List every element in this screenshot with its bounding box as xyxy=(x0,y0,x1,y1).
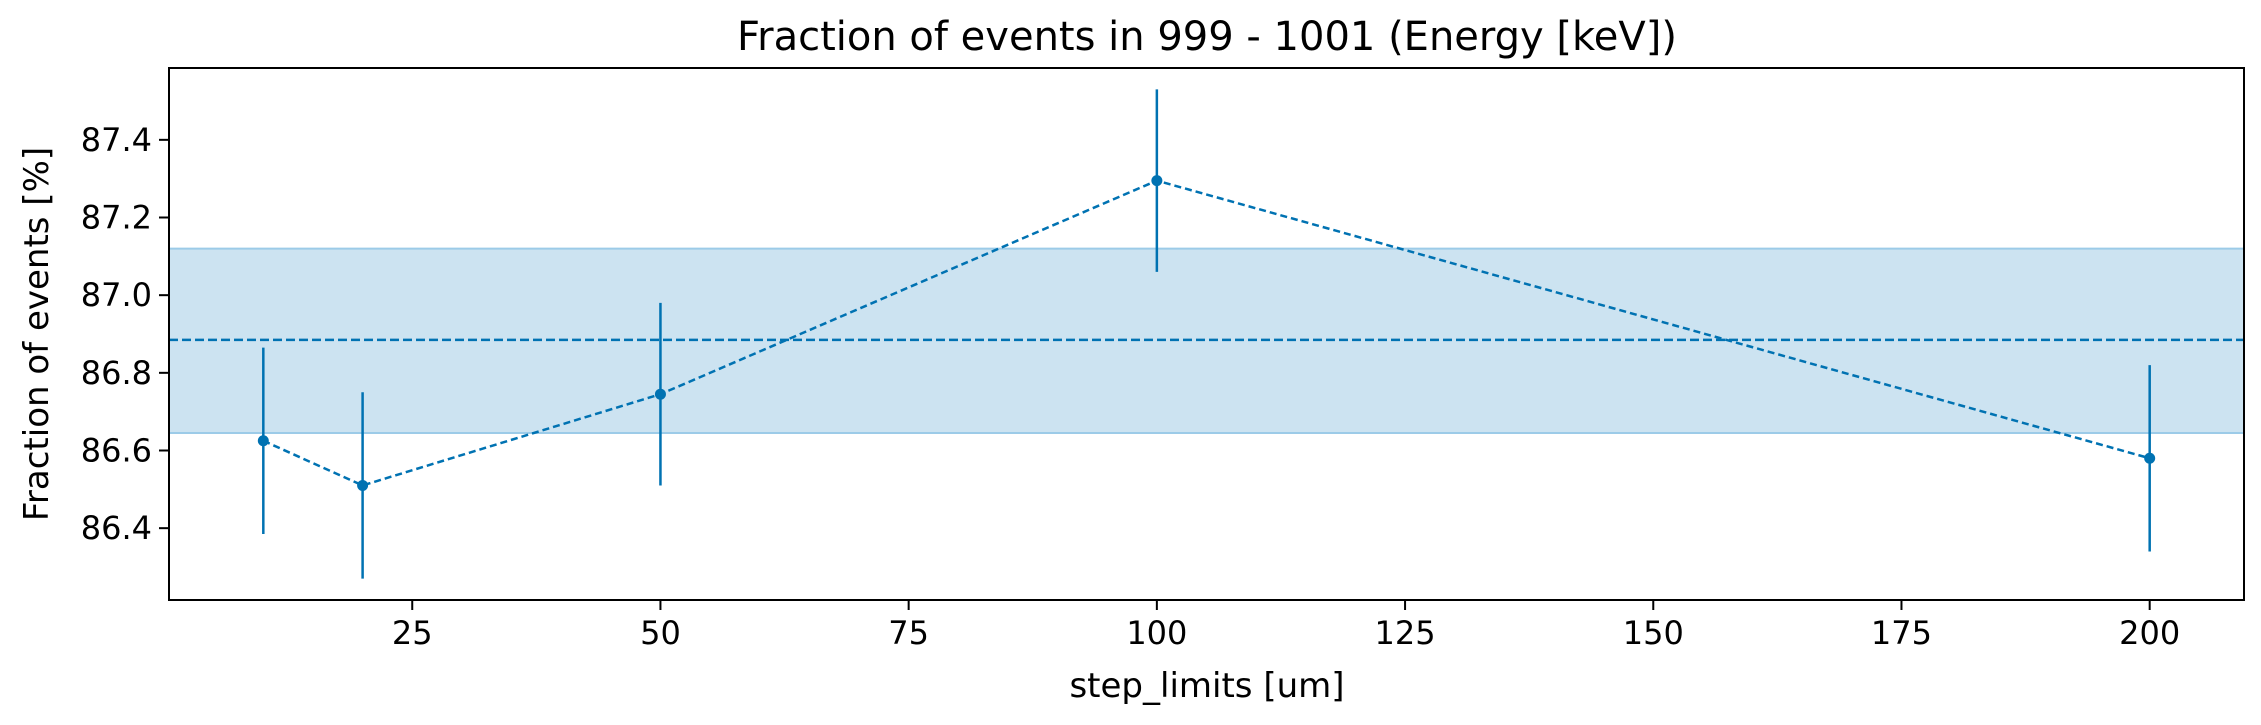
x-tick-label: 100 xyxy=(1126,614,1187,652)
x-tick-label: 175 xyxy=(1871,614,1932,652)
y-tick-label: 87.0 xyxy=(81,276,152,314)
chart-title: Fraction of events in 999 - 1001 (Energy… xyxy=(737,14,1677,60)
y-tick-label: 86.8 xyxy=(81,354,152,392)
x-tick-label: 150 xyxy=(1623,614,1684,652)
x-tick-label: 25 xyxy=(392,614,433,652)
y-axis-label: Fraction of events [%] xyxy=(17,147,57,521)
axis-ticks: 25 50 75 100 125 150 175 200 86.4 86.6 86.8 87.0 87.… xyxy=(81,121,2180,652)
data-point xyxy=(1151,175,1163,187)
x-tick-label: 125 xyxy=(1375,614,1436,652)
plot-area xyxy=(169,89,2244,579)
data-point xyxy=(257,435,269,447)
plot-frame xyxy=(168,67,2245,601)
data-point xyxy=(654,388,666,400)
x-tick-label: 200 xyxy=(2119,614,2180,652)
x-tick-label: 50 xyxy=(640,614,681,652)
data-point xyxy=(2144,452,2156,464)
y-tick-label: 87.4 xyxy=(81,121,152,159)
y-tick-label: 86.4 xyxy=(81,509,152,547)
y-tick-label: 87.2 xyxy=(81,199,152,237)
x-tick-label: 75 xyxy=(888,614,929,652)
data-point xyxy=(357,479,369,491)
x-axis-label: step_limits [um] xyxy=(1069,666,1344,706)
y-tick-label: 86.6 xyxy=(81,431,152,469)
